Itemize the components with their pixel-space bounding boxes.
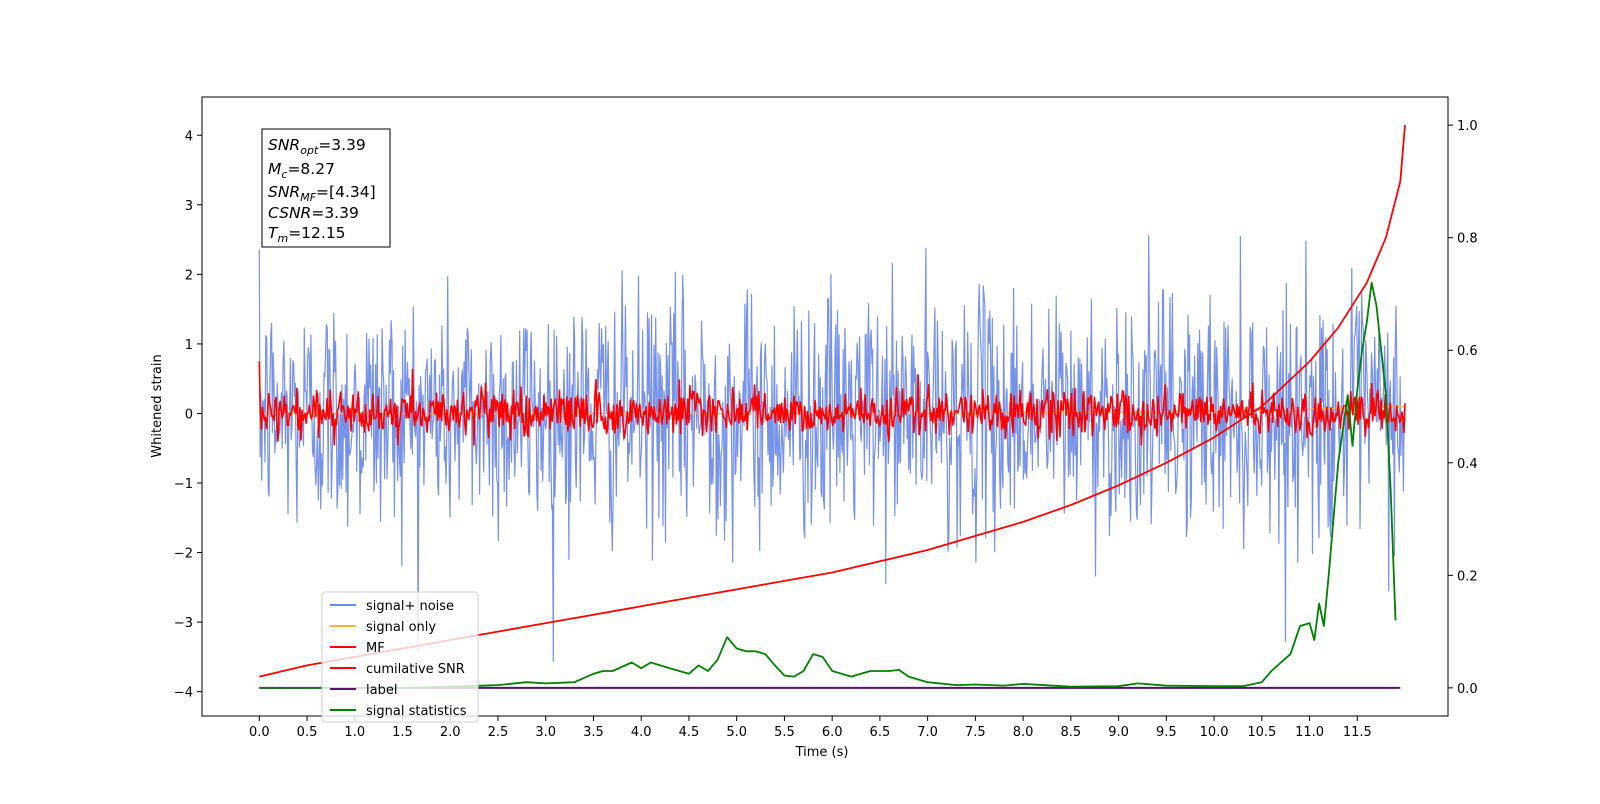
x-axis-ticks: 0.0 0.5 1.0 1.5 2.0 2.5 3.0 3.5 4.0 4.5 5.0 5.5 6.0 6… bbox=[249, 716, 1372, 740]
signal-plus-noise-line bbox=[258, 235, 1406, 662]
legend-label: signal+ noise bbox=[366, 599, 454, 614]
y2-tick-label: 0.4 bbox=[1457, 457, 1478, 472]
y-tick-label: 0 bbox=[185, 407, 193, 422]
x-axis-label: Time (s) bbox=[795, 745, 849, 760]
x-tick-label: 11.5 bbox=[1343, 725, 1372, 740]
x-tick-label: 6.0 bbox=[822, 725, 843, 740]
x-tick-label: 7.5 bbox=[965, 725, 986, 740]
x-tick-label: 9.0 bbox=[1108, 725, 1129, 740]
info-csnr: CSNR=3.39 bbox=[268, 204, 359, 222]
x-tick-label: 9.5 bbox=[1156, 725, 1177, 740]
y-tick-label: 4 bbox=[185, 129, 193, 144]
legend-label: cumilative SNR bbox=[366, 662, 465, 677]
x-tick-label: 2.5 bbox=[488, 725, 509, 740]
x-tick-label: 3.0 bbox=[535, 725, 556, 740]
y-tick-label: −2 bbox=[174, 547, 193, 562]
x-tick-label: 0.5 bbox=[297, 725, 318, 740]
y-tick-label: −3 bbox=[174, 616, 193, 631]
x-tick-label: 10.5 bbox=[1247, 725, 1276, 740]
mf-line bbox=[258, 361, 1406, 446]
x-tick-label: 1.5 bbox=[392, 725, 413, 740]
x-tick-label: 2.0 bbox=[440, 725, 461, 740]
x-tick-label: 10.0 bbox=[1200, 725, 1229, 740]
x-tick-label: 0.0 bbox=[249, 725, 270, 740]
x-tick-label: 4.0 bbox=[631, 725, 652, 740]
y2-axis-ticks: 0.0 0.2 0.4 0.6 0.8 1.0 bbox=[1448, 119, 1478, 697]
x-tick-label: 5.5 bbox=[774, 725, 795, 740]
info-tm: Tm=12.15 bbox=[268, 224, 346, 245]
x-tick-label: 8.5 bbox=[1061, 725, 1082, 740]
x-tick-label: 1.0 bbox=[344, 725, 365, 740]
info-box-frame bbox=[261, 128, 391, 248]
legend-label: signal only bbox=[366, 620, 436, 635]
legend-label: signal statistics bbox=[366, 704, 467, 719]
legend-frame bbox=[321, 591, 479, 723]
y-axis-ticks: −4 −3 −2 −1 0 1 2 3 4 bbox=[174, 129, 202, 701]
legend-label: MF bbox=[366, 641, 385, 656]
y-tick-label: −1 bbox=[174, 477, 193, 492]
y2-tick-label: 0.0 bbox=[1457, 682, 1478, 697]
info-box: SNRopt=3.39 Mc=8.27 SNRMF=[4.34] CSNR=3.… bbox=[261, 128, 391, 248]
info-snr-mf: SNRMF=[4.34] bbox=[268, 183, 376, 204]
legend-label: label bbox=[366, 683, 397, 698]
info-mc: Mc=8.27 bbox=[268, 160, 335, 181]
x-tick-label: 5.0 bbox=[726, 725, 747, 740]
signal-statistics-series-group bbox=[259, 281, 1397, 689]
x-tick-label: 6.5 bbox=[870, 725, 891, 740]
plot-frame bbox=[201, 96, 1449, 717]
signal-statistics-line bbox=[259, 281, 1397, 689]
y-tick-label: 3 bbox=[185, 199, 193, 214]
y-tick-label: 1 bbox=[185, 338, 193, 353]
y-axis-label: Whitened strain bbox=[150, 354, 165, 457]
y2-tick-label: 1.0 bbox=[1457, 119, 1478, 134]
legend-items: signal+ noise signal only MF cumilative SNR… bbox=[330, 599, 467, 719]
info-snr-opt: SNRopt=3.39 bbox=[268, 136, 366, 157]
y2-tick-label: 0.8 bbox=[1457, 232, 1478, 247]
y2-tick-label: 0.6 bbox=[1457, 344, 1478, 359]
x-tick-label: 11.0 bbox=[1295, 725, 1324, 740]
noise-series-group bbox=[258, 235, 1406, 662]
x-tick-label: 4.5 bbox=[679, 725, 700, 740]
x-tick-label: 8.0 bbox=[1013, 725, 1034, 740]
mf-series-group bbox=[258, 361, 1406, 446]
legend: signal+ noise signal only MF cumilative SNR… bbox=[321, 591, 479, 723]
x-tick-label: 3.5 bbox=[583, 725, 604, 740]
y2-tick-label: 0.2 bbox=[1457, 569, 1478, 584]
y-tick-label: 2 bbox=[185, 268, 193, 283]
x-tick-label: 7.0 bbox=[917, 725, 938, 740]
y-tick-label: −4 bbox=[174, 686, 193, 701]
